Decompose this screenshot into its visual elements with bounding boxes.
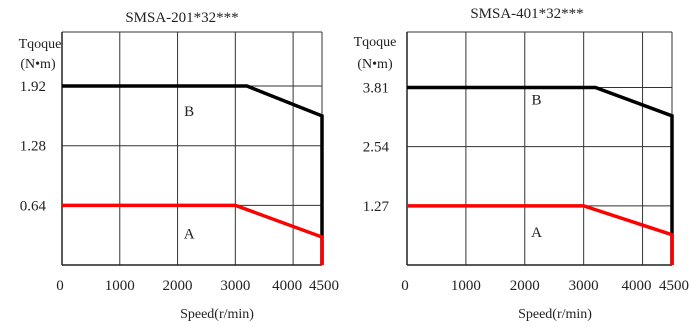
y-tick-label: 1.28 bbox=[20, 139, 46, 155]
region-label-b: B bbox=[532, 93, 542, 109]
y-tick-label: 0.64 bbox=[20, 198, 47, 214]
curve-a-rated-torque bbox=[62, 203, 324, 265]
region-label-a: A bbox=[531, 225, 542, 241]
chart-title: SMSA-401*32*** bbox=[470, 6, 583, 22]
y-tick-label: 3.81 bbox=[363, 80, 389, 96]
x-tick-label: 3000 bbox=[220, 278, 250, 294]
x-tick-label: 4000 bbox=[272, 278, 302, 294]
y-axis-unit-label: (N•m) bbox=[357, 57, 393, 72]
x-axis-label: Speed(r/min) bbox=[180, 307, 254, 322]
x-tick-label: 0 bbox=[401, 278, 409, 294]
chart-title: SMSA-201*32*** bbox=[125, 10, 238, 26]
x-tick-label: 3000 bbox=[569, 278, 599, 294]
y-tick-label: 1.27 bbox=[363, 199, 390, 215]
x-tick-label: 4500 bbox=[659, 278, 689, 294]
y-axis-label: Tqoque bbox=[19, 37, 62, 52]
y-tick-label: 2.54 bbox=[363, 140, 390, 156]
x-tick-label: 1000 bbox=[105, 278, 135, 294]
x-tick-label: 2000 bbox=[510, 278, 540, 294]
x-tick-label: 4500 bbox=[309, 278, 339, 294]
x-tick-label: 0 bbox=[56, 278, 64, 294]
y-axis-label: Tqoque bbox=[354, 35, 397, 50]
region-label-b: B bbox=[184, 104, 194, 120]
x-tick-label: 4000 bbox=[622, 278, 652, 294]
x-tick-label: 2000 bbox=[163, 278, 193, 294]
x-tick-label: 1000 bbox=[451, 278, 481, 294]
region-label-a: A bbox=[184, 226, 195, 242]
y-tick-label: 1.92 bbox=[20, 79, 46, 95]
y-axis-unit-label: (N•m) bbox=[20, 57, 56, 72]
x-axis-label: Speed(r/min) bbox=[518, 307, 592, 322]
curve-a-rated-torque bbox=[407, 204, 674, 265]
